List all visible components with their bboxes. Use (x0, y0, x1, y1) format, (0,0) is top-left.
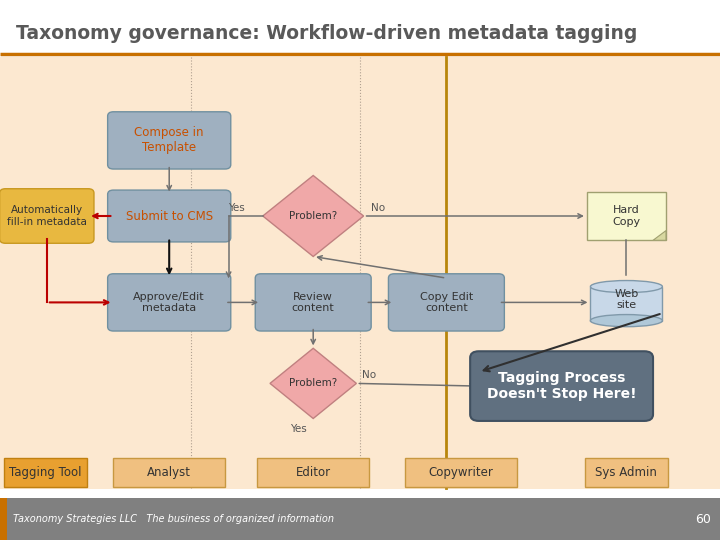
Text: Automatically
fill-in metadata: Automatically fill-in metadata (7, 205, 86, 227)
FancyBboxPatch shape (255, 274, 372, 331)
Text: Yes: Yes (290, 424, 307, 434)
FancyBboxPatch shape (0, 189, 94, 243)
Text: Approve/Edit
metadata: Approve/Edit metadata (133, 292, 205, 313)
Bar (405, 458, 517, 487)
Bar (258, 458, 369, 487)
Text: Problem?: Problem? (289, 379, 338, 388)
FancyBboxPatch shape (107, 274, 230, 331)
Bar (4, 458, 86, 487)
Ellipse shape (590, 314, 662, 327)
Text: Tagging Tool: Tagging Tool (9, 466, 81, 479)
Bar (0, 498, 7, 540)
Bar (0, 498, 720, 540)
Text: Taxonomy governance: Workflow-driven metadata tagging: Taxonomy governance: Workflow-driven met… (16, 24, 637, 43)
Polygon shape (270, 348, 356, 418)
Bar (0, 57, 720, 489)
Text: 60: 60 (696, 513, 711, 526)
Text: Submit to CMS: Submit to CMS (125, 210, 213, 222)
Text: Taxonomy Strategies LLC   The business of organized information: Taxonomy Strategies LLC The business of … (13, 515, 334, 524)
Bar (585, 458, 668, 487)
Text: Hard
Copy: Hard Copy (612, 205, 641, 227)
FancyBboxPatch shape (107, 112, 230, 169)
Polygon shape (653, 231, 666, 240)
FancyBboxPatch shape (389, 274, 504, 331)
Text: No: No (371, 202, 385, 213)
Text: Sys Admin: Sys Admin (595, 466, 657, 479)
Text: Analyst: Analyst (147, 466, 192, 479)
Text: Web
site: Web site (614, 289, 639, 310)
Text: Review
content: Review content (292, 292, 335, 313)
Text: Yes: Yes (228, 202, 245, 213)
Text: Compose in
Template: Compose in Template (135, 126, 204, 154)
Bar (113, 458, 225, 487)
FancyBboxPatch shape (470, 352, 653, 421)
Ellipse shape (590, 280, 662, 293)
Polygon shape (263, 176, 364, 256)
Bar (590, 287, 662, 321)
Text: Copywriter: Copywriter (428, 466, 493, 479)
Text: Problem?: Problem? (289, 211, 338, 221)
Text: Tagging Process
Doesn't Stop Here!: Tagging Process Doesn't Stop Here! (487, 371, 636, 401)
Text: No: No (362, 370, 377, 380)
Bar (587, 192, 666, 240)
FancyBboxPatch shape (107, 190, 230, 242)
Text: Editor: Editor (296, 466, 330, 479)
Text: Copy Edit
content: Copy Edit content (420, 292, 473, 313)
